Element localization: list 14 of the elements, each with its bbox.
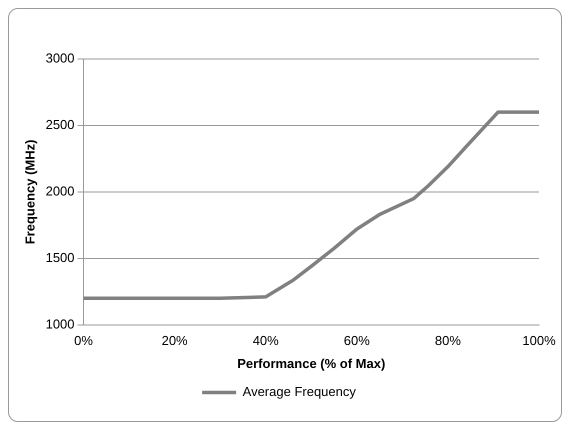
y-tick-label: 1500 xyxy=(46,250,75,265)
y-tick-label: 1000 xyxy=(46,316,75,332)
x-tick-label: 0% xyxy=(74,333,94,348)
y-axis-title: Frequency (MHz) xyxy=(22,140,38,244)
x-tick-label: 60% xyxy=(344,333,370,348)
y-tick-label: 2000 xyxy=(46,183,75,198)
legend-label: Average Frequency xyxy=(242,384,356,400)
x-axis-title: Performance (% of Max) xyxy=(237,356,386,371)
x-tick-label: 80% xyxy=(434,333,462,348)
y-tick-label: 2500 xyxy=(46,117,75,132)
x-tick-label: 20% xyxy=(162,333,188,348)
x-tick-label: 100% xyxy=(522,333,556,348)
x-tick-label: 40% xyxy=(252,333,280,348)
y-tick-label: 3000 xyxy=(46,50,75,66)
